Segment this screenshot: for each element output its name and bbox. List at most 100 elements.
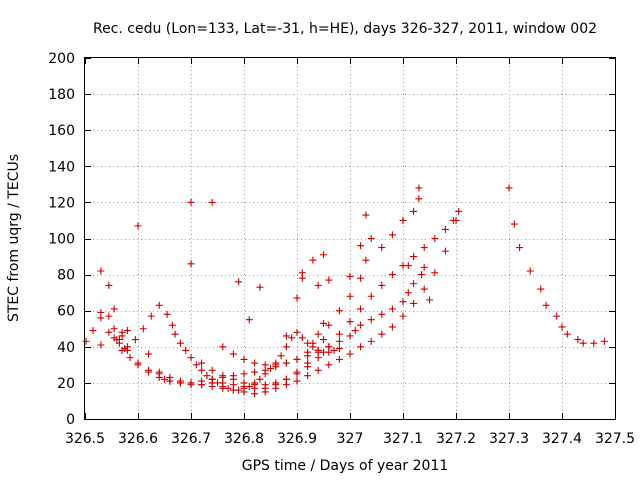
x-tick-label: 327.1 [383, 431, 423, 447]
data-point [304, 348, 312, 356]
y-tick-label: 60 [57, 304, 75, 320]
data-point [256, 375, 264, 383]
data-point [105, 312, 113, 320]
data-point [367, 235, 375, 242]
data-point [388, 231, 396, 239]
data-point [208, 198, 216, 206]
data-point [229, 375, 237, 383]
data-point [410, 299, 418, 307]
data-point [579, 339, 587, 347]
y-tick-label: 120 [48, 195, 75, 211]
data-point [314, 330, 322, 338]
data-point [272, 379, 280, 387]
y-tick-label: 0 [66, 412, 75, 428]
data-point [208, 375, 216, 383]
data-point [542, 301, 550, 309]
data-point [558, 323, 566, 331]
data-point [335, 307, 343, 315]
x-tick-label: 327.2 [436, 431, 476, 447]
data-point [441, 247, 449, 255]
data-point [293, 294, 301, 302]
data-point [110, 325, 118, 333]
data-point [415, 184, 423, 192]
data-point [357, 343, 365, 351]
data-point [134, 359, 142, 367]
data-point [362, 211, 370, 219]
y-tick-label: 140 [48, 159, 75, 175]
data-point [325, 276, 333, 284]
data-point [139, 325, 147, 333]
data-point [131, 336, 139, 344]
data-point [335, 330, 343, 338]
x-tick-label: 327 [337, 431, 364, 447]
data-point [309, 256, 317, 264]
data-point [367, 337, 375, 345]
data-point [240, 355, 248, 363]
data-point [367, 292, 375, 300]
data-point [293, 370, 301, 378]
data-point [320, 319, 327, 327]
data-point [171, 330, 179, 338]
data-point [410, 280, 418, 288]
data-point [240, 370, 248, 378]
data-point [420, 285, 428, 293]
data-point [267, 364, 274, 372]
data-point [346, 332, 354, 340]
data-point [553, 312, 561, 320]
data-point [155, 301, 163, 309]
data-point [251, 381, 259, 389]
data-point [110, 305, 118, 313]
data-point [187, 354, 195, 362]
data-point [123, 327, 131, 335]
data-point [410, 253, 418, 261]
x-tick-label: 326.8 [224, 431, 264, 447]
x-tick-label: 327.3 [489, 431, 529, 447]
data-point [282, 359, 290, 367]
data-point [277, 352, 285, 360]
data-point [388, 271, 396, 279]
data-point [399, 298, 407, 306]
x-tick-label: 327.5 [595, 431, 635, 447]
data-point [282, 343, 290, 351]
data-point [325, 343, 333, 351]
data-point [256, 283, 264, 291]
y-tick-label: 20 [57, 376, 75, 392]
data-point [314, 346, 322, 354]
data-point [304, 363, 312, 371]
x-tick-labels: 326.5 326.6 326.7 326.8 326.9 327 327.1 327.2 32… [65, 431, 635, 447]
data-point [105, 328, 113, 336]
data-point [219, 372, 227, 380]
data-point [166, 377, 174, 385]
data-point [320, 251, 327, 259]
y-tick-label: 80 [57, 268, 75, 284]
data-point [388, 323, 396, 331]
data-point [304, 372, 312, 380]
data-point [378, 281, 386, 289]
data-point [293, 355, 301, 363]
y-tick-labels: 0 20 40 60 80 100 120 140 160 180 200 [48, 51, 75, 428]
data-point [82, 337, 90, 345]
data-point [431, 235, 439, 242]
data-point [335, 345, 343, 353]
data-point [245, 316, 253, 324]
data-point [161, 375, 168, 383]
data-point [410, 207, 418, 215]
data-point [325, 361, 333, 369]
data-point [203, 372, 211, 380]
x-tick-label: 326.9 [277, 431, 317, 447]
data-point [288, 334, 296, 342]
data-point [123, 346, 131, 354]
data-point [89, 327, 97, 335]
data-point [314, 366, 322, 374]
data-point [563, 330, 571, 338]
data-point [388, 305, 396, 313]
y-tick-label: 100 [48, 232, 75, 248]
data-point [282, 332, 290, 340]
data-point [415, 195, 423, 203]
x-tick-label: 327.4 [542, 431, 582, 447]
data-point [145, 350, 153, 358]
data-point [357, 321, 365, 329]
data-point [198, 377, 206, 385]
data-point [335, 337, 343, 345]
